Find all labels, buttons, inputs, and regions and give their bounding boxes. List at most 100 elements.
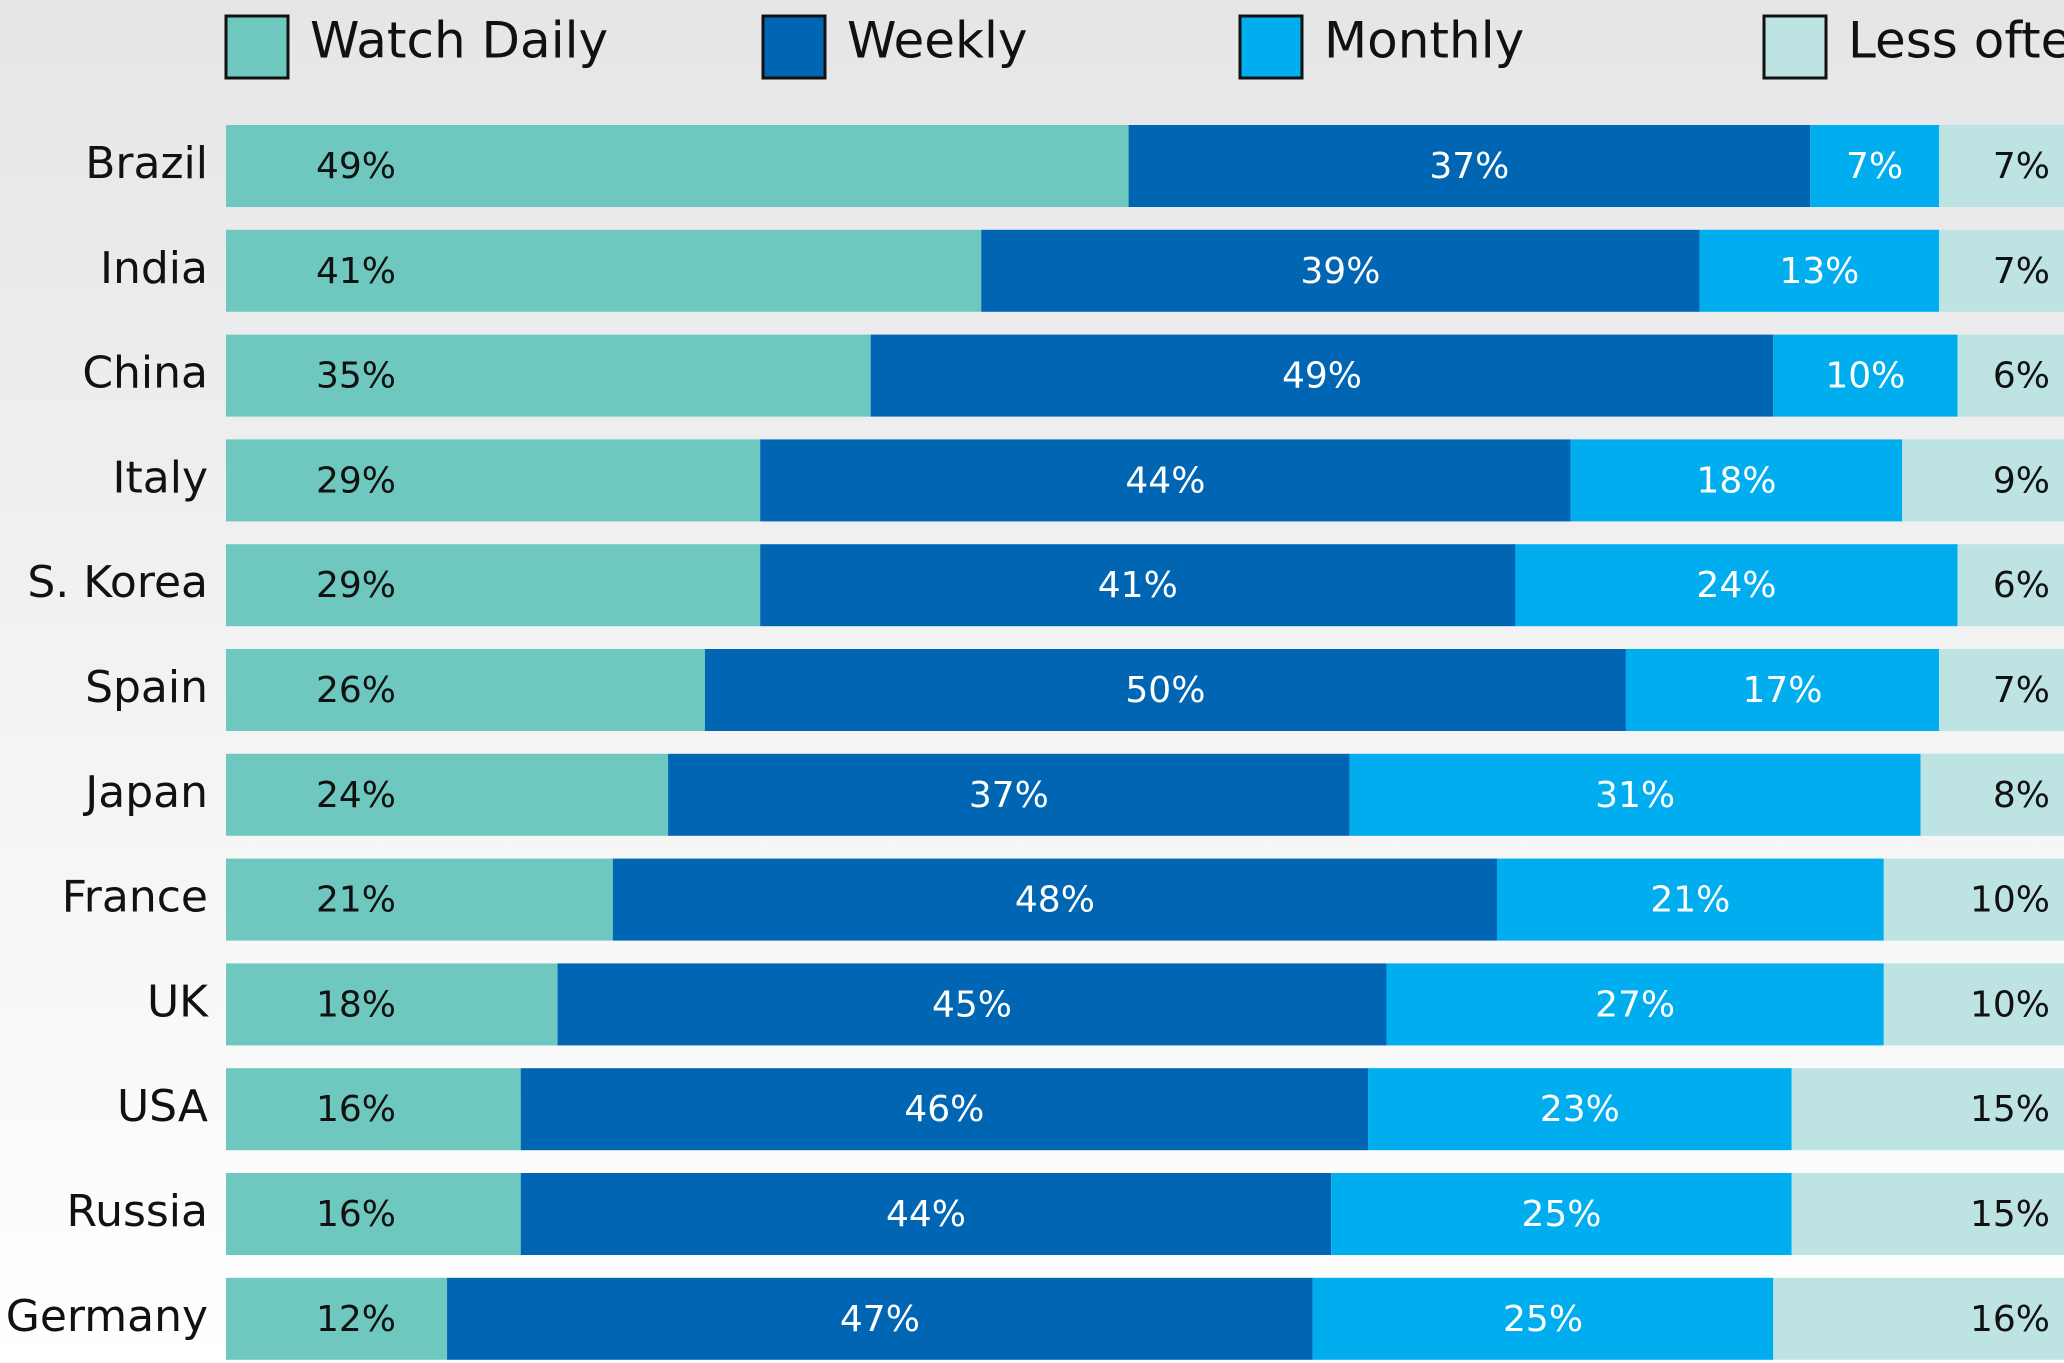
legend-swatch (761, 14, 827, 80)
legend-swatch (1238, 14, 1304, 80)
bar-segment (1791, 1173, 2064, 1255)
category-label: Russia (66, 1186, 208, 1237)
data-label: 18% (316, 984, 396, 1025)
bar-segment (226, 125, 1129, 207)
bar-segment (760, 439, 1571, 522)
data-label: 7% (1846, 146, 1903, 187)
bar-segment (226, 439, 761, 522)
data-label: 24% (316, 775, 396, 816)
bar-segment (1773, 1277, 2064, 1360)
bar-segment (1773, 334, 1958, 417)
bar-segment (1883, 858, 2064, 941)
data-label: 50% (1125, 670, 1205, 711)
legend-label: Weekly (847, 12, 1027, 70)
bar-segment (1810, 125, 1940, 207)
data-label: 13% (1779, 251, 1859, 292)
bar-segment (1570, 439, 1903, 522)
category-label: China (82, 348, 208, 399)
bar-segment (1939, 649, 2064, 731)
bar-segment (1791, 1068, 2064, 1151)
bar-segment (226, 753, 669, 836)
bar-segment (1128, 125, 1811, 207)
bar-segment (1883, 963, 2064, 1046)
data-label: 45% (932, 984, 1012, 1025)
category-label: France (62, 872, 208, 923)
bar-segment (1939, 125, 2064, 207)
data-label: 6% (1993, 356, 2050, 397)
legend-label: Watch Daily (310, 12, 608, 70)
data-label: 48% (1015, 880, 1095, 921)
bar-segment (226, 334, 871, 417)
data-label: 15% (1970, 1089, 2050, 1130)
bar-segment (704, 649, 1626, 731)
data-label: 16% (316, 1089, 396, 1130)
data-label: 24% (1696, 565, 1776, 606)
bar-segment (1331, 1173, 1792, 1255)
category-label: USA (117, 1081, 208, 1132)
bar-segment (557, 963, 1387, 1046)
data-label: 18% (1696, 460, 1776, 501)
data-label: 23% (1540, 1089, 1620, 1130)
data-label: 7% (1993, 670, 2050, 711)
category-label: Germany (6, 1291, 208, 1342)
bar-segment (226, 858, 613, 941)
data-label: 7% (1993, 251, 2050, 292)
data-label: 6% (1993, 565, 2050, 606)
bar-segment (1496, 858, 1884, 941)
bar-segment (1368, 1068, 1792, 1151)
data-label: 12% (316, 1299, 396, 1340)
bar-segment (760, 544, 1516, 627)
data-label: 17% (1742, 670, 1822, 711)
bar-segment (1625, 649, 1940, 731)
bar-segment (668, 753, 1350, 836)
data-label: 10% (1970, 984, 2050, 1025)
category-label: Japan (82, 767, 208, 818)
bar-segment (1957, 544, 2064, 627)
category-label: Spain (85, 662, 208, 713)
data-label: 49% (316, 146, 396, 187)
data-label: 29% (316, 460, 396, 501)
bar-segment (981, 229, 1700, 312)
data-label: 41% (1098, 565, 1178, 606)
data-label: 21% (316, 880, 396, 921)
bar-segment (870, 334, 1774, 417)
bar-segment (447, 1277, 1313, 1360)
category-label: India (100, 243, 208, 294)
data-label: 15% (1970, 1194, 2050, 1235)
data-label: 44% (886, 1194, 966, 1235)
category-label: UK (147, 976, 209, 1027)
category-label: S. Korea (27, 557, 208, 608)
bar-segment (612, 858, 1497, 941)
category-label: Italy (113, 452, 208, 503)
data-label: 8% (1993, 775, 2050, 816)
data-label: 16% (1970, 1299, 2050, 1340)
data-label: 37% (969, 775, 1049, 816)
data-label: 10% (1825, 356, 1905, 397)
legend-swatch (224, 14, 290, 80)
bar-segment (520, 1068, 1369, 1151)
data-label: 27% (1595, 984, 1675, 1025)
category-label: Brazil (85, 138, 208, 189)
data-label: 37% (1429, 146, 1509, 187)
bar-segment (226, 963, 558, 1046)
bar-segment (1312, 1277, 1774, 1360)
data-label: 47% (840, 1299, 920, 1340)
bar-segment (226, 229, 982, 312)
bar-segment (226, 649, 705, 731)
legend-label: Less often (1848, 12, 2064, 70)
bar-segment (226, 1173, 521, 1255)
data-label: 9% (1993, 460, 2050, 501)
data-label: 29% (316, 565, 396, 606)
data-label: 46% (904, 1089, 984, 1130)
data-label: 25% (1503, 1299, 1583, 1340)
bar-segment (226, 1277, 448, 1360)
data-label: 21% (1650, 880, 1730, 921)
bar-segment (520, 1173, 1332, 1255)
bar-segment (226, 544, 761, 627)
data-label: 31% (1595, 775, 1675, 816)
bar-segment (1349, 753, 1921, 836)
data-label: 49% (1282, 356, 1362, 397)
bar-segment (1939, 229, 2064, 312)
bar-segment (1957, 334, 2064, 417)
